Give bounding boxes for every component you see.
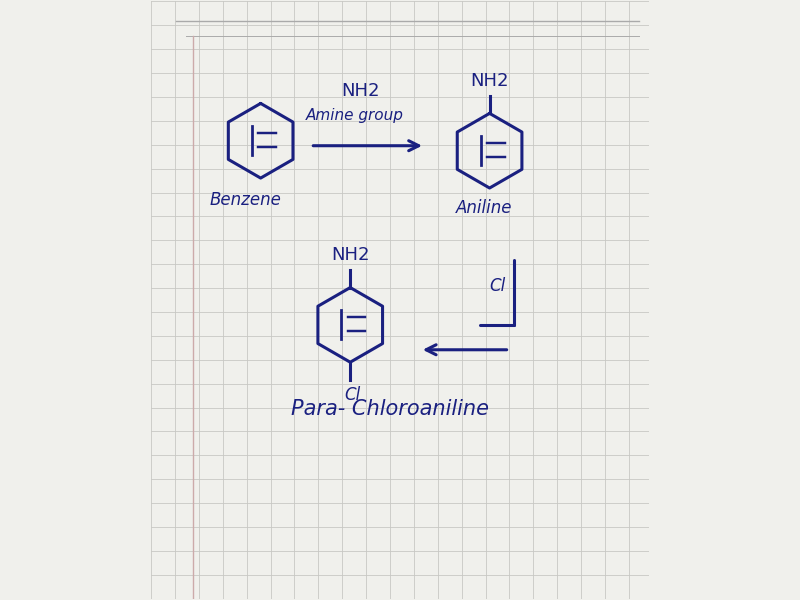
Text: NH2: NH2 [341,82,379,100]
Text: Aniline: Aniline [456,199,513,217]
Text: Cl: Cl [345,386,361,404]
Text: Amine group: Amine group [306,109,404,124]
Text: NH2: NH2 [331,246,370,264]
Text: Benzene: Benzene [210,191,282,209]
Text: Cl: Cl [489,277,505,295]
Text: NH2: NH2 [470,72,509,90]
Text: Para- Chloroaniline: Para- Chloroaniline [291,400,489,419]
